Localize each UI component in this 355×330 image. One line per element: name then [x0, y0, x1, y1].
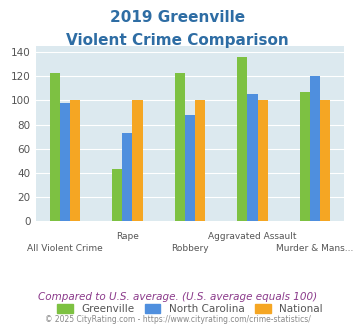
Bar — [50, 73, 60, 221]
Bar — [175, 73, 185, 221]
Bar — [112, 169, 122, 221]
Bar — [132, 100, 142, 221]
Bar — [185, 115, 195, 221]
Bar — [237, 57, 247, 221]
Text: Violent Crime Comparison: Violent Crime Comparison — [66, 33, 289, 48]
Text: Compared to U.S. average. (U.S. average equals 100): Compared to U.S. average. (U.S. average … — [38, 292, 317, 302]
Text: 2019 Greenville: 2019 Greenville — [110, 10, 245, 25]
Bar — [300, 92, 310, 221]
Bar — [320, 100, 330, 221]
Bar — [60, 103, 70, 221]
Text: Aggravated Assault: Aggravated Assault — [208, 232, 297, 241]
Text: Murder & Mans...: Murder & Mans... — [277, 244, 354, 253]
Text: © 2025 CityRating.com - https://www.cityrating.com/crime-statistics/: © 2025 CityRating.com - https://www.city… — [45, 315, 310, 324]
Bar — [70, 100, 80, 221]
Bar — [258, 100, 268, 221]
Bar — [122, 133, 132, 221]
Bar — [310, 76, 320, 221]
Text: Rape: Rape — [116, 232, 139, 241]
Text: Robbery: Robbery — [171, 244, 209, 253]
Text: All Violent Crime: All Violent Crime — [27, 244, 103, 253]
Legend: Greenville, North Carolina, National: Greenville, North Carolina, National — [53, 300, 327, 318]
Bar — [195, 100, 205, 221]
Bar — [247, 94, 258, 221]
